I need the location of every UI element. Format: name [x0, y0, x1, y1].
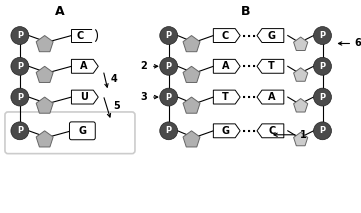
Text: P: P — [17, 93, 23, 102]
Text: 5: 5 — [113, 101, 120, 111]
Text: P: P — [319, 93, 326, 102]
Polygon shape — [36, 131, 53, 147]
Text: P: P — [166, 93, 172, 102]
Circle shape — [160, 88, 178, 106]
Polygon shape — [293, 68, 308, 81]
Polygon shape — [183, 97, 200, 113]
Text: 1: 1 — [300, 130, 306, 140]
Text: A: A — [222, 61, 229, 71]
Text: 3: 3 — [140, 92, 147, 102]
Text: G: G — [268, 30, 276, 40]
Text: P: P — [166, 62, 172, 71]
Circle shape — [11, 122, 29, 140]
Polygon shape — [213, 124, 240, 138]
Circle shape — [11, 88, 29, 106]
Polygon shape — [257, 59, 284, 73]
Text: P: P — [17, 31, 23, 40]
Polygon shape — [183, 36, 200, 52]
Polygon shape — [183, 131, 200, 147]
Text: P: P — [319, 62, 326, 71]
Polygon shape — [257, 124, 284, 138]
Text: T: T — [222, 92, 229, 102]
Text: G: G — [78, 126, 86, 136]
Text: P: P — [17, 62, 23, 71]
Text: A: A — [268, 92, 275, 102]
Text: A: A — [80, 61, 87, 71]
Text: A: A — [55, 5, 64, 18]
FancyBboxPatch shape — [69, 122, 95, 140]
Text: U: U — [80, 92, 87, 102]
Text: P: P — [17, 126, 23, 135]
Circle shape — [314, 88, 331, 106]
Polygon shape — [213, 29, 240, 43]
Polygon shape — [213, 90, 240, 104]
Text: 6: 6 — [354, 39, 361, 49]
Polygon shape — [36, 66, 53, 82]
Text: 4: 4 — [110, 74, 117, 84]
Polygon shape — [257, 29, 284, 43]
Text: P: P — [319, 126, 326, 135]
Polygon shape — [293, 99, 308, 112]
Circle shape — [314, 122, 331, 140]
Polygon shape — [36, 36, 53, 52]
Text: T: T — [268, 61, 275, 71]
Bar — [71, 29, 93, 43]
Circle shape — [11, 27, 29, 45]
Polygon shape — [293, 132, 308, 146]
Circle shape — [11, 57, 29, 75]
Polygon shape — [183, 66, 200, 82]
Polygon shape — [71, 59, 98, 73]
Polygon shape — [36, 97, 53, 113]
Text: C: C — [268, 126, 275, 136]
Circle shape — [314, 57, 331, 75]
Text: C: C — [222, 30, 229, 40]
Text: P: P — [166, 126, 172, 135]
Polygon shape — [293, 37, 308, 50]
Polygon shape — [71, 90, 98, 104]
Text: P: P — [319, 31, 326, 40]
Polygon shape — [213, 59, 240, 73]
Polygon shape — [257, 90, 284, 104]
Circle shape — [160, 122, 178, 140]
Text: B: B — [242, 5, 251, 18]
Text: G: G — [222, 126, 230, 136]
Circle shape — [160, 57, 178, 75]
Circle shape — [314, 27, 331, 45]
Text: 2: 2 — [140, 61, 147, 71]
Circle shape — [160, 27, 178, 45]
Text: P: P — [166, 31, 172, 40]
Text: C: C — [77, 30, 84, 40]
